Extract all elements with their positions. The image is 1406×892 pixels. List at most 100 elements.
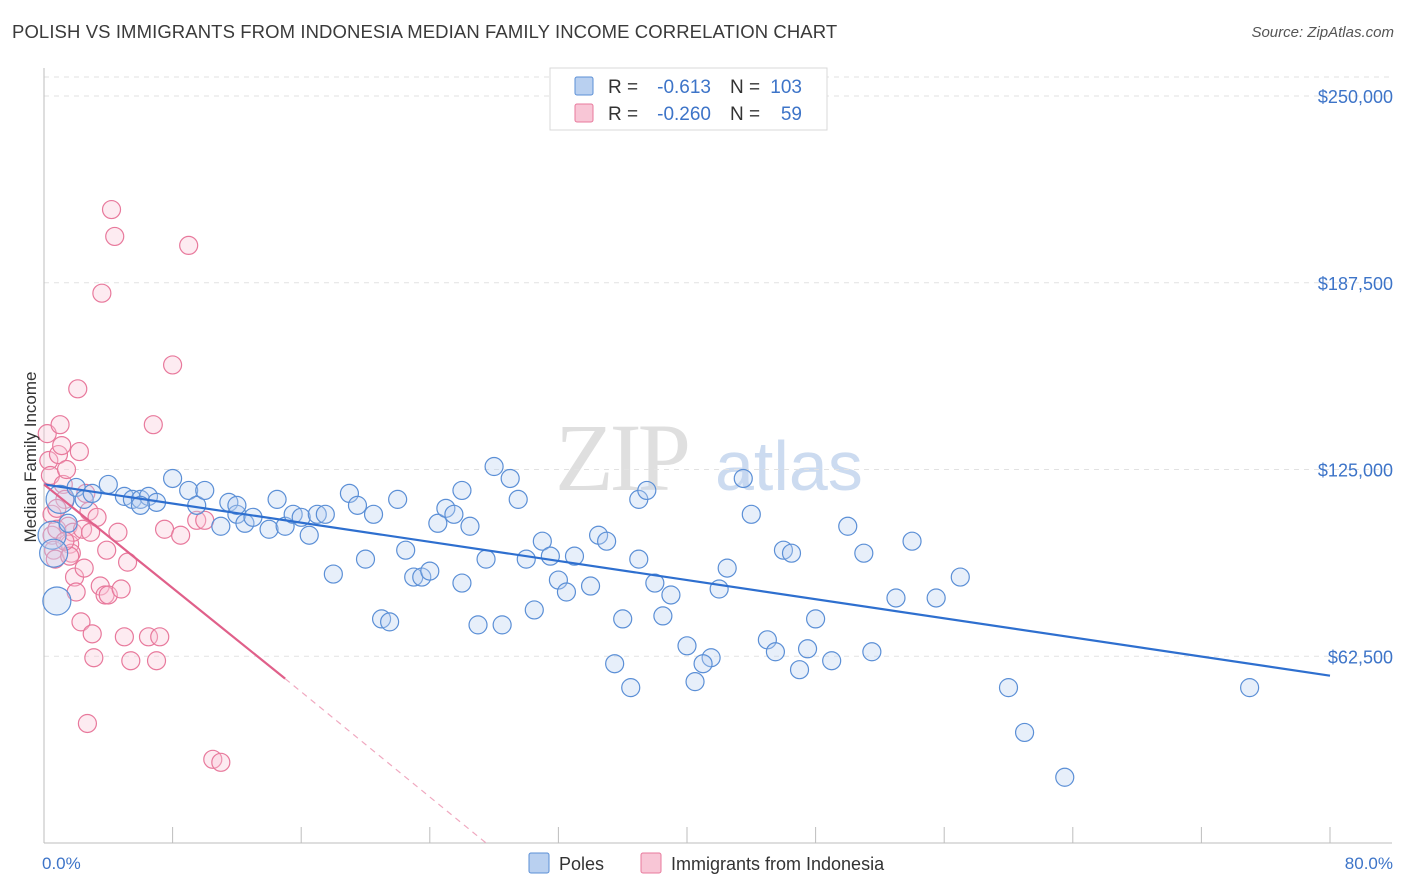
legend-label-poles: Poles bbox=[559, 854, 604, 874]
poles-point-34 bbox=[355, 549, 376, 569]
indonesia-point-47 bbox=[163, 355, 183, 375]
y-tick-labels: $62,500 $125,000 $187,500 $250,000 bbox=[1318, 87, 1393, 667]
r-value-indonesia: -0.260 bbox=[657, 104, 711, 125]
poles-point-84 bbox=[797, 639, 818, 659]
poles-trend-line bbox=[43, 483, 1331, 677]
poles-point-45 bbox=[444, 504, 464, 524]
poles-point-39 bbox=[396, 540, 416, 560]
indonesia-point-9 bbox=[50, 415, 70, 435]
n-label-indonesia: N = bbox=[730, 104, 760, 125]
poles-point-38 bbox=[388, 489, 408, 509]
poles-points bbox=[37, 456, 1260, 787]
r-label-indonesia: R = bbox=[608, 104, 638, 125]
poles-point-78 bbox=[741, 504, 761, 524]
r-value-poles: -0.613 bbox=[657, 77, 711, 98]
poles-point-52 bbox=[500, 468, 520, 489]
y-tick-label-1: $125,000 bbox=[1318, 461, 1393, 481]
poles-point-60 bbox=[564, 546, 585, 566]
n-value-indonesia: 59 bbox=[781, 104, 802, 125]
poles-point-14 bbox=[163, 468, 183, 489]
poles-point-82 bbox=[781, 543, 802, 563]
stats-legend: R = -0.613 N = 103 R = -0.260 N = 59 bbox=[549, 67, 828, 131]
poles-point-61 bbox=[580, 576, 601, 596]
poles-point-75 bbox=[709, 579, 729, 599]
poles-point-18 bbox=[211, 516, 231, 536]
indonesia-point-29 bbox=[84, 648, 104, 668]
poles-point-88 bbox=[862, 642, 882, 662]
poles-point-43 bbox=[428, 513, 448, 533]
poles-point-30 bbox=[315, 504, 335, 524]
y-axis-title: Median Family Income bbox=[21, 371, 40, 542]
poles-point-1 bbox=[39, 538, 69, 568]
indonesia-point-10 bbox=[52, 435, 72, 456]
poles-point-83 bbox=[789, 660, 810, 680]
poles-point-98 bbox=[693, 654, 713, 674]
indonesia-trend-extension bbox=[284, 678, 487, 844]
poles-point-57 bbox=[540, 546, 560, 566]
poles-point-87 bbox=[854, 543, 874, 563]
poles-point-71 bbox=[661, 585, 681, 605]
n-label-poles: N = bbox=[730, 77, 760, 98]
svg-text:ZIP: ZIP bbox=[555, 404, 688, 511]
indonesia-point-21 bbox=[69, 441, 89, 462]
poles-point-50 bbox=[484, 456, 504, 477]
indonesia-point-22 bbox=[71, 612, 91, 632]
poles-point-69 bbox=[645, 573, 665, 593]
indonesia-point-54 bbox=[97, 540, 117, 560]
poles-point-70 bbox=[653, 606, 673, 626]
poles-point-31 bbox=[323, 564, 343, 584]
poles-point-59 bbox=[556, 582, 577, 602]
poles-point-101 bbox=[227, 495, 247, 515]
indonesia-point-13 bbox=[56, 459, 77, 480]
indonesia-point-48 bbox=[171, 525, 191, 545]
indonesia-point-43 bbox=[143, 415, 163, 435]
poles-point-4 bbox=[58, 513, 78, 533]
indonesia-points bbox=[37, 199, 231, 772]
indonesia-point-20 bbox=[68, 379, 88, 399]
poles-point-85 bbox=[822, 651, 842, 671]
poles-point-92 bbox=[950, 567, 970, 587]
indonesia-point-32 bbox=[92, 283, 112, 303]
legend-label-indonesia: Immigrants from Indonesia bbox=[671, 854, 885, 874]
poles-point-72 bbox=[677, 636, 697, 656]
poles-point-96 bbox=[1240, 678, 1260, 698]
poles-point-37 bbox=[380, 612, 400, 632]
chart-title: POLISH VS IMMIGRANTS FROM INDONESIA MEDI… bbox=[12, 21, 838, 42]
poles-point-35 bbox=[363, 504, 384, 524]
poles-point-8 bbox=[98, 474, 118, 495]
poles-point-2 bbox=[42, 586, 72, 616]
poles-point-68 bbox=[637, 480, 657, 501]
r-label-poles: R = bbox=[608, 77, 638, 98]
indonesia-point-28 bbox=[82, 624, 102, 644]
x-tick-label-max: 80.0% bbox=[1345, 854, 1393, 873]
indonesia-point-46 bbox=[154, 519, 175, 539]
series-legend: Poles Immigrants from Indonesia bbox=[528, 852, 885, 874]
poles-point-76 bbox=[717, 558, 737, 578]
indonesia-point-50 bbox=[187, 510, 207, 530]
poles-point-73 bbox=[685, 672, 705, 692]
trend-lines bbox=[43, 483, 1331, 844]
indonesia-point-49 bbox=[179, 235, 199, 255]
y-tick-label-3: $250,000 bbox=[1318, 87, 1393, 107]
indonesia-point-1 bbox=[39, 450, 59, 471]
svg-text:atlas: atlas bbox=[715, 427, 863, 505]
indonesia-swatch bbox=[574, 103, 594, 123]
indonesia-point-38 bbox=[111, 579, 131, 599]
indonesia-point-36 bbox=[105, 226, 125, 247]
poles-point-65 bbox=[613, 609, 633, 629]
poles-point-86 bbox=[838, 516, 858, 536]
indonesia-point-53 bbox=[211, 752, 231, 772]
x-tick-label-min: 0.0% bbox=[42, 854, 81, 873]
poles-point-93 bbox=[998, 678, 1019, 698]
poles-point-102 bbox=[130, 495, 151, 515]
indonesia-point-41 bbox=[121, 651, 141, 671]
poles-point-64 bbox=[605, 654, 625, 674]
poles-point-95 bbox=[1055, 767, 1075, 787]
poles-point-29 bbox=[307, 504, 327, 524]
poles-point-55 bbox=[524, 600, 544, 620]
poles-point-15 bbox=[179, 480, 199, 501]
poles-point-46 bbox=[452, 573, 472, 593]
poles-point-23 bbox=[259, 519, 279, 539]
poles-point-77 bbox=[733, 468, 753, 489]
